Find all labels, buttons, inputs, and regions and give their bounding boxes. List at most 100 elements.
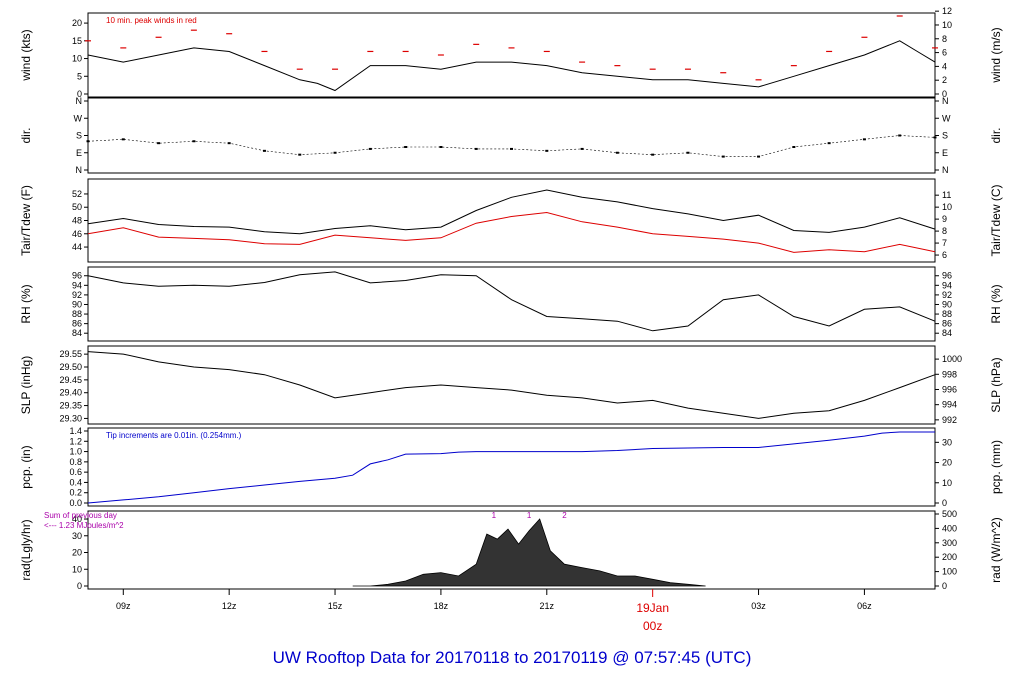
ytick-label-left-pcp-7: 1.4 — [69, 426, 82, 436]
panel-frame-temp — [87, 178, 936, 263]
rad-marker-1: 1 — [527, 511, 532, 520]
ytick-label-left-slp-5: 29.55 — [59, 349, 82, 359]
xtick-label-1: 12z — [222, 601, 237, 611]
ytick-label-left-temp-2: 48 — [72, 216, 82, 226]
dir-point-2 — [157, 142, 161, 145]
ytick-label-right-rad-5: 500 — [942, 509, 957, 519]
ytick-label-left-pcp-3: 0.6 — [69, 467, 82, 477]
ytick-label-left-pcp-2: 0.4 — [69, 477, 82, 487]
ytick-label-right-temp-3: 9 — [942, 214, 947, 224]
series-dir-trace — [87, 135, 936, 157]
ytick-label-right-dir-4: N — [942, 96, 949, 106]
ytick-label-left-dir-2: S — [76, 131, 82, 141]
ytick-label-right-slp-4: 1000 — [942, 354, 962, 364]
ytick-label-left-temp-4: 52 — [72, 189, 82, 199]
ylabel-right-pcp: pcp. (mm) — [989, 440, 1003, 494]
ytick-label-right-temp-2: 8 — [942, 226, 947, 236]
xtick-label-3: 18z — [434, 601, 449, 611]
ytick-label-right-temp-4: 10 — [942, 202, 952, 212]
ylabel-left-rad: rad(Lgly/hr) — [19, 519, 33, 580]
ytick-label-left-wind-0: 0 — [77, 89, 82, 99]
ytick-label-left-rh-3: 90 — [72, 299, 82, 309]
ytick-label-left-slp-1: 29.35 — [59, 401, 82, 411]
ytick-label-right-rh-1: 86 — [942, 319, 952, 329]
ytick-label-right-wind-1: 2 — [942, 75, 947, 85]
panel-frame-rad — [87, 510, 936, 590]
ytick-label-right-dir-2: S — [942, 131, 948, 141]
series-wind-peaks — [85, 15, 938, 81]
ytick-label-right-pcp-2: 20 — [942, 458, 952, 468]
series-temp-1 — [87, 211, 936, 253]
ylabel-right-rad: rad (W/m^2) — [989, 517, 1003, 583]
ytick-label-left-rad-0: 0 — [77, 581, 82, 591]
dir-point-15 — [615, 151, 619, 154]
xtick-label-6: 06z — [857, 601, 872, 611]
ytick-label-right-wind-3: 6 — [942, 48, 947, 58]
ytick-label-right-dir-3: W — [942, 113, 951, 123]
ytick-label-left-temp-0: 44 — [72, 242, 82, 252]
ytick-label-right-rad-2: 200 — [942, 552, 957, 562]
ytick-label-right-temp-0: 6 — [942, 250, 947, 260]
ytick-label-right-wind-5: 10 — [942, 20, 952, 30]
panel-frame-dir — [87, 97, 936, 174]
ytick-label-left-dir-3: W — [74, 113, 83, 123]
ytick-label-left-wind-4: 20 — [72, 18, 82, 28]
ytick-label-right-wind-6: 12 — [942, 6, 952, 16]
ytick-label-left-rad-1: 10 — [72, 564, 82, 574]
ytick-label-right-temp-1: 7 — [942, 238, 947, 248]
xtick-label-5: 03z — [751, 601, 766, 611]
panel-frame-pcp — [87, 427, 936, 507]
series-rad-0 — [352, 518, 706, 587]
panel-frame-rh — [87, 266, 936, 342]
dir-point-14 — [580, 147, 584, 150]
series-slp-0 — [87, 351, 936, 419]
panel-frame-wind — [87, 12, 936, 98]
ytick-label-right-rh-4: 92 — [942, 290, 952, 300]
dir-point-10 — [439, 146, 443, 148]
xtick-midnight-time: 00z — [643, 619, 662, 633]
ylabel-right-dir: dir. — [989, 127, 1003, 143]
ytick-label-left-rh-0: 84 — [72, 328, 82, 338]
rad-marker-0: 1 — [492, 511, 497, 520]
ylabel-left-dir: dir. — [19, 127, 33, 143]
ytick-label-right-wind-0: 0 — [942, 89, 947, 99]
ytick-label-left-temp-3: 50 — [72, 202, 82, 212]
ylabel-left-wind: wind (kts) — [19, 29, 33, 81]
ytick-label-right-rad-0: 0 — [942, 581, 947, 591]
xtick-label-0: 09z — [116, 601, 131, 611]
ytick-label-left-rad-4: 40 — [72, 514, 82, 524]
ytick-label-right-rh-0: 84 — [942, 328, 952, 338]
ylabel-right-slp: SLP (hPa) — [989, 357, 1003, 412]
ytick-label-left-rh-2: 88 — [72, 309, 82, 319]
series-temp-0 — [87, 189, 936, 235]
series-dir-0 — [86, 134, 937, 158]
annotation-rad-0: Sum of previous day — [44, 511, 117, 520]
dir-point-9 — [404, 146, 408, 148]
dir-point-1 — [121, 138, 125, 141]
series-pcp-0 — [87, 431, 935, 504]
ytick-label-right-rh-3: 90 — [942, 299, 952, 309]
annotation-rad-1: <--- 1.23 MJoules/m^2 — [44, 521, 124, 530]
ytick-label-left-rh-6: 96 — [72, 271, 82, 281]
ytick-label-right-dir-0: N — [942, 165, 949, 175]
dir-point-24 — [933, 136, 937, 139]
ytick-label-left-dir-1: E — [76, 148, 82, 158]
ytick-label-right-wind-4: 8 — [942, 34, 947, 44]
ytick-label-right-pcp-3: 30 — [942, 437, 952, 447]
ytick-label-left-wind-1: 5 — [77, 71, 82, 81]
ylabel-right-wind: wind (m/s) — [989, 27, 1003, 83]
dir-point-3 — [192, 140, 196, 143]
ytick-label-right-slp-3: 998 — [942, 369, 957, 379]
ytick-label-left-slp-3: 29.45 — [59, 375, 82, 385]
ytick-label-left-wind-3: 15 — [72, 36, 82, 46]
ylabel-left-rh: RH (%) — [19, 284, 33, 323]
ytick-label-right-rad-4: 400 — [942, 523, 957, 533]
ytick-label-left-rad-2: 20 — [72, 548, 82, 558]
xtick-midnight-date: 19Jan — [636, 601, 669, 615]
ytick-label-left-rh-5: 94 — [72, 280, 82, 290]
ytick-label-right-slp-1: 994 — [942, 400, 957, 410]
ytick-label-right-rh-5: 94 — [942, 280, 952, 290]
dir-point-16 — [651, 153, 655, 156]
ytick-label-left-slp-0: 29.30 — [59, 413, 82, 423]
ytick-label-right-dir-1: E — [942, 148, 948, 158]
